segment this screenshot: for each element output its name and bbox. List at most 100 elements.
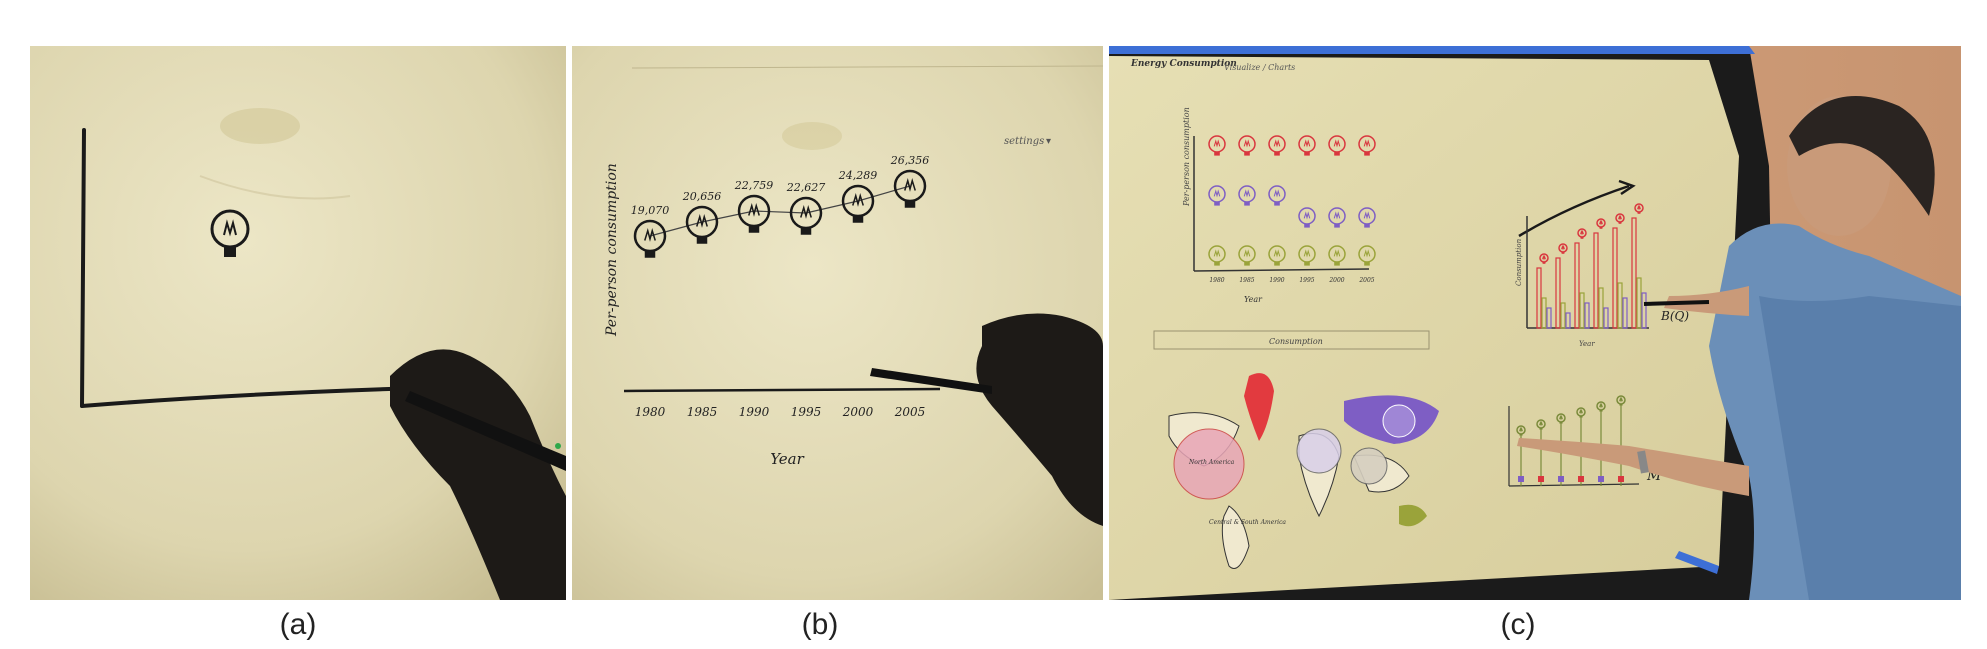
value-label: 24,289 — [838, 169, 878, 182]
map-label-central-south-america: Central & South America — [1209, 519, 1286, 526]
lightbulb-icon — [1615, 213, 1625, 224]
lightbulb-icon — [1358, 207, 1376, 228]
photo-panel-c: Energy Consumption Visualize / Charts Pe… — [1109, 46, 1961, 600]
year-label: 1995 — [791, 405, 822, 419]
left-chart-year-labels: 1980 1985 1990 1995 2000 2005 — [1209, 277, 1374, 284]
left-chart-x-label: Year — [1244, 295, 1263, 304]
photo-c-canvas: Energy Consumption Visualize / Charts Pe… — [1109, 46, 1961, 600]
value-label: 22,759 — [734, 179, 774, 192]
left-chart-y-label: Per-person consumption — [1182, 107, 1191, 207]
value-label: 19,070 — [631, 204, 670, 217]
caption-b: (b) — [801, 608, 839, 641]
lightbulb-icon — [1298, 207, 1316, 228]
photo-a-canvas — [30, 46, 566, 600]
lightbulb-icon — [1576, 407, 1586, 418]
stem-base-marker — [1518, 476, 1524, 482]
dropdown-label: Consumption — [1269, 337, 1323, 346]
bar — [1555, 257, 1561, 329]
year-label: 2000 — [1328, 277, 1344, 284]
trend-line — [649, 185, 911, 237]
lightbulb-icon — [1298, 245, 1316, 266]
tab-label: Visualize / Charts — [1224, 63, 1295, 72]
year-label: 2005 — [894, 405, 926, 419]
caption-a: (a) — [279, 608, 317, 641]
lightbulb-icon — [1596, 218, 1606, 229]
chart-x-axis — [623, 387, 941, 393]
bar-groups — [1536, 203, 1647, 329]
bar — [1636, 277, 1642, 329]
lightbulb-icon — [1238, 185, 1256, 206]
hand-silhouette — [976, 313, 1103, 526]
lightbulb-icon — [1208, 245, 1226, 266]
caption-c: (c) — [1500, 608, 1536, 641]
lightbulb-icon — [1539, 253, 1549, 264]
lightbulb-icon — [1358, 135, 1376, 156]
bar — [1579, 292, 1585, 329]
lightbulb-icon — [1616, 395, 1626, 406]
year-label: 1995 — [1299, 277, 1314, 284]
lightbulb-icon — [1328, 135, 1346, 156]
lightbulb-icon — [633, 219, 667, 258]
app-title: Energy Consumption — [1130, 59, 1237, 69]
lightbulb-icon — [1268, 185, 1286, 206]
year-label: 1980 — [1209, 277, 1224, 284]
settings-label: settings — [1004, 136, 1044, 147]
drawn-y-axis — [80, 128, 86, 408]
lightbulb-icon — [1328, 207, 1346, 228]
bar-chart-y-label: Consumption — [1515, 238, 1523, 286]
bar-chart-x-label: Year — [1579, 340, 1595, 348]
lightbulb-icon — [1558, 243, 1568, 254]
bulb-markers: 19,070 20,656 22,759 22,627 24,289 26,356 — [631, 154, 930, 258]
year-label: 1980 — [635, 405, 666, 419]
bar — [1565, 312, 1571, 329]
lightbulb-icon — [789, 196, 823, 235]
person-silhouette — [1517, 96, 1961, 600]
lightbulb-icon — [1596, 401, 1606, 412]
year-label: 1990 — [739, 405, 770, 419]
year-label: 1985 — [1239, 277, 1254, 284]
lightbulb-icon — [1516, 425, 1526, 436]
world-map: North America Central & South America — [1168, 373, 1439, 569]
lightbulb-icon — [1556, 413, 1566, 424]
photo-b-canvas: settings ▾ Per-person consumption 19,070… — [572, 46, 1103, 600]
lightbulb-icon — [1268, 245, 1286, 266]
lightbulb-icon — [841, 184, 875, 223]
bar — [1574, 242, 1580, 329]
year-label: 1990 — [1269, 277, 1284, 284]
stem-base-marker — [1538, 476, 1544, 482]
chart-y-axis-label: Per-person consumption — [604, 163, 620, 337]
bar — [1541, 297, 1547, 329]
value-label: 26,356 — [890, 154, 930, 167]
bar — [1536, 267, 1542, 329]
chart-x-axis-label: Year — [770, 450, 804, 468]
bar — [1560, 302, 1566, 329]
year-label: 2005 — [1358, 277, 1374, 284]
lightbulb-icon — [737, 194, 771, 233]
handwritten-note-b: B(Q) — [1660, 309, 1689, 323]
lightbulb-icon — [210, 209, 250, 257]
year-label: 2000 — [842, 405, 874, 419]
photo-panel-b: settings ▾ Per-person consumption 19,070… — [572, 46, 1103, 600]
stem-base-marker — [1598, 476, 1604, 482]
bulb-rows — [1208, 135, 1376, 266]
hand-silhouette — [390, 349, 566, 600]
lightbulb-icon — [1268, 135, 1286, 156]
bar — [1546, 307, 1552, 329]
x-tick-labels: 1980 1985 1990 1995 2000 2005 — [635, 405, 926, 419]
bar — [1612, 227, 1618, 329]
lightbulb-icon — [1634, 203, 1644, 214]
lightbulb-icon — [1208, 135, 1226, 156]
photo-panel-a — [30, 46, 566, 600]
lightbulb-icon — [1208, 185, 1226, 206]
drawn-x-axis — [80, 386, 422, 408]
lightbulb-icon — [1298, 135, 1316, 156]
stem-base-marker — [1618, 476, 1624, 482]
lightbulb-icon — [1577, 228, 1587, 239]
stem-base-marker — [1558, 476, 1564, 482]
consumption-dropdown — [1153, 330, 1430, 350]
bar — [1603, 307, 1609, 329]
bar — [1641, 292, 1647, 329]
bar — [1622, 297, 1628, 329]
bar — [1631, 217, 1637, 329]
chevron-down-icon: ▾ — [1046, 136, 1051, 147]
